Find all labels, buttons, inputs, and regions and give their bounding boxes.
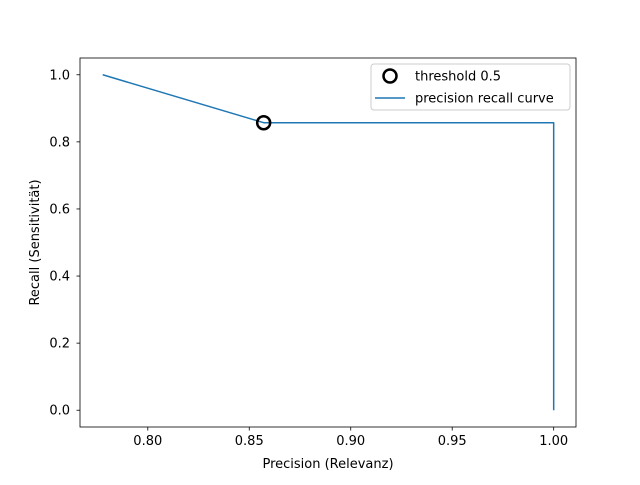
x-axis-label: Precision (Relevanz)	[262, 457, 393, 472]
y-tick-label: 0.2	[49, 337, 70, 352]
plot-frame	[79, 57, 577, 428]
threshold-marker	[255, 114, 272, 131]
y-tick-label: 0.0	[49, 404, 70, 419]
precision-recall-curve-line	[102, 74, 555, 411]
plot-area	[80, 58, 576, 427]
legend-marker-threshold-circle-icon	[382, 68, 398, 84]
y-tick-label: 1.0	[49, 68, 70, 83]
marker-layer	[255, 114, 272, 131]
y-axis-label: Recall (Sensitivität)	[28, 179, 43, 305]
x-axis-ticks: 0.80 0.85 0.90 0.95 1.00	[133, 427, 568, 449]
series-layer	[102, 74, 555, 411]
y-axis-ticks: 0.0 0.2 0.4 0.6 0.8 1.0	[49, 68, 80, 419]
x-tick-label: 1.00	[539, 434, 568, 449]
x-tick-label: 0.80	[133, 434, 162, 449]
y-tick-label: 0.8	[49, 135, 70, 150]
legend: threshold 0.5 precision recall curve	[370, 63, 571, 111]
x-tick-label: 0.90	[336, 434, 365, 449]
x-tick-label: 0.85	[235, 434, 264, 449]
y-tick-label: 0.4	[49, 270, 70, 285]
legend-box	[370, 63, 571, 111]
legend-label-precision-recall: precision recall curve	[415, 92, 554, 107]
x-tick-label: 0.95	[438, 434, 467, 449]
y-tick-label: 0.6	[49, 202, 70, 217]
legend-label-threshold: threshold 0.5	[415, 70, 501, 85]
